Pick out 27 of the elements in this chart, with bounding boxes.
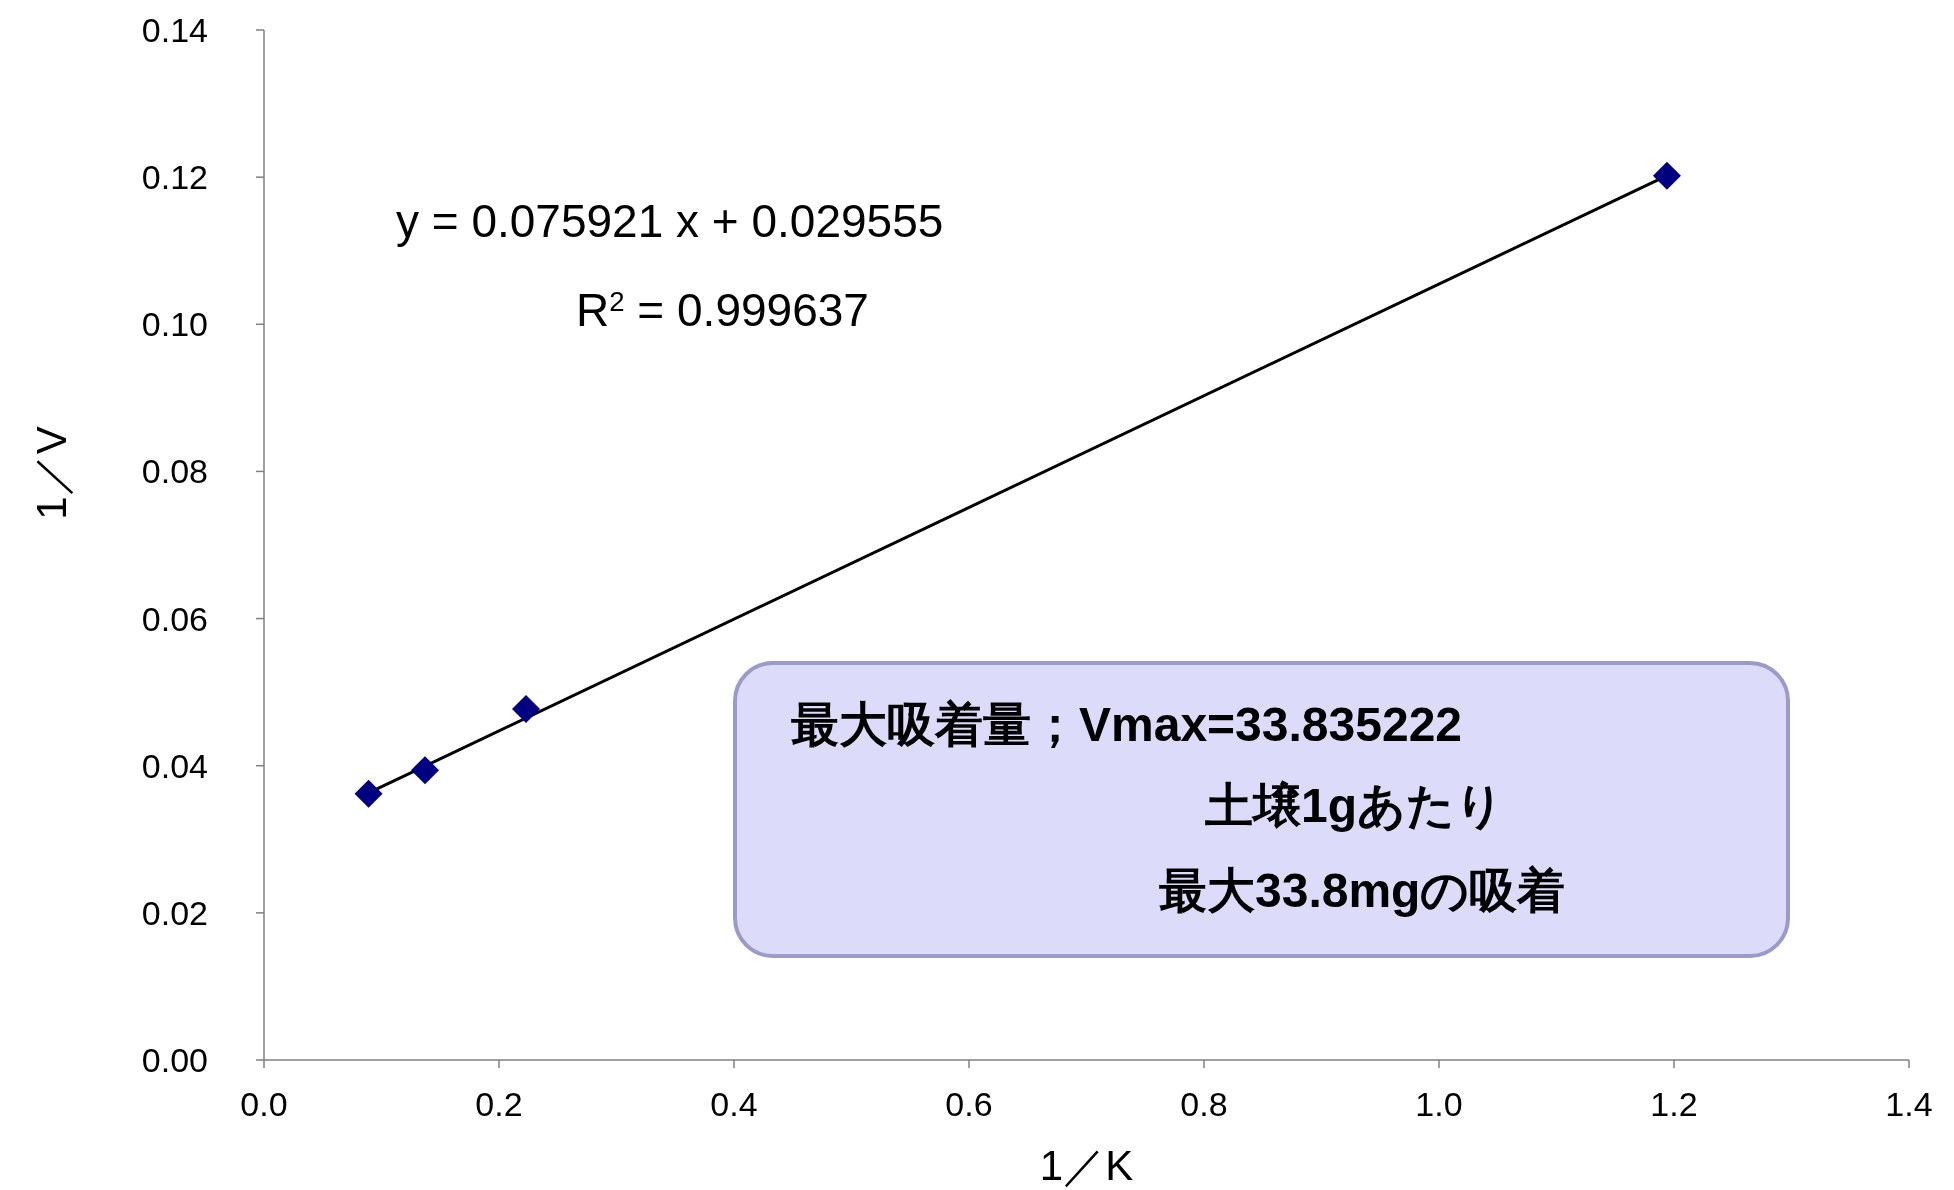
x-tick-label: 0.4 (710, 1085, 758, 1123)
point (512, 695, 541, 724)
point (410, 756, 439, 785)
annotation: 最大吸着量；Vmax=33.835222 (791, 698, 1463, 751)
y-tick-label: 0.10 (141, 305, 208, 344)
y-tick-label: 0.14 (141, 11, 208, 49)
annotation: R$^{2}$ = 0.999637 (576, 284, 869, 336)
y-tick-label: 0.06 (141, 599, 208, 638)
point (1652, 161, 1681, 190)
x-axis-title: 1／K (1039, 1142, 1134, 1189)
y-tick-label: 0.04 (141, 746, 208, 785)
y-tick-label: 0.02 (141, 893, 208, 932)
x-tick-label: 1.4 (1885, 1085, 1933, 1123)
y-tick-label: 0.00 (141, 1041, 208, 1079)
annotation: 最大33.8mgの吸着 (1159, 864, 1566, 917)
x-tick-label: 0.2 (475, 1085, 523, 1123)
x-tick-label: 0.6 (945, 1085, 993, 1123)
annotation: y = 0.075921 x + 0.029555 (396, 195, 944, 247)
x-tick-label: 1.0 (1415, 1085, 1463, 1123)
y-axis-title: 1／V (28, 426, 75, 520)
y-tick-label: 0.12 (141, 158, 208, 197)
annotation: 土壌1gあたり (1205, 779, 1505, 832)
point (354, 779, 383, 808)
y-tick-label: 0.08 (141, 452, 208, 491)
x-tick-label: 0.0 (240, 1085, 288, 1123)
x-tick-label: 0.8 (1180, 1085, 1228, 1123)
x-tick-label: 1.2 (1650, 1085, 1698, 1123)
